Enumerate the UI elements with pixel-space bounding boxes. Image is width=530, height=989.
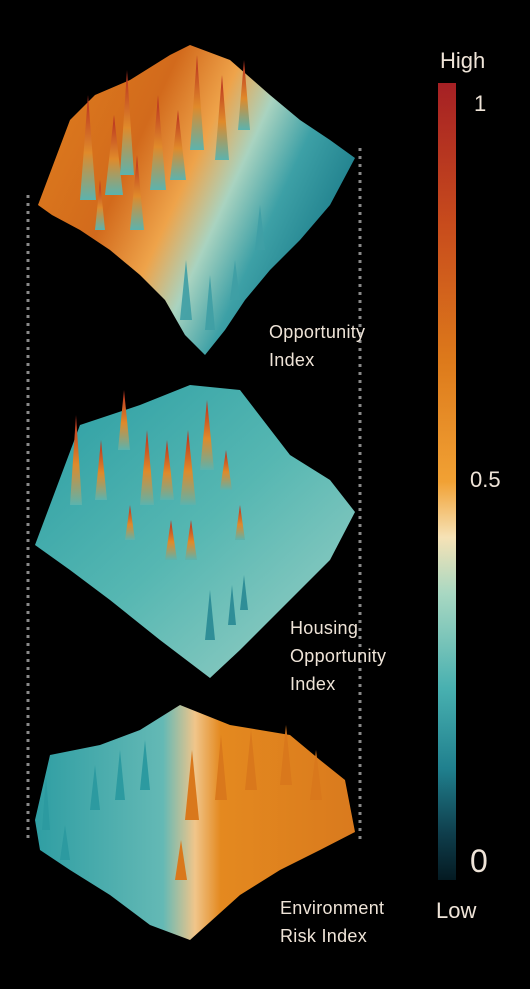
housing-opportunity-surface [35,385,355,678]
colorbar-high-label: High [440,48,486,73]
colorbar-tick-0: 0 [470,843,488,879]
housing-opportunity-index-label: Housing Opportunity Index [290,618,387,694]
environment-peaks [175,725,322,880]
colorbar-tick-1: 1 [474,91,487,116]
environment-risk-surface [35,705,355,940]
colorbar-tick-0-5: 0.5 [470,467,501,492]
opportunity-index-label: Opportunity Index [269,322,366,370]
opportunity-peaks [80,55,250,230]
opportunity-surface [38,45,355,355]
colorbar [438,83,456,880]
housing-peaks [70,390,245,560]
colorbar-low-label: Low [436,898,477,923]
environment-risk-index-label: Environment Risk Index [280,898,385,946]
